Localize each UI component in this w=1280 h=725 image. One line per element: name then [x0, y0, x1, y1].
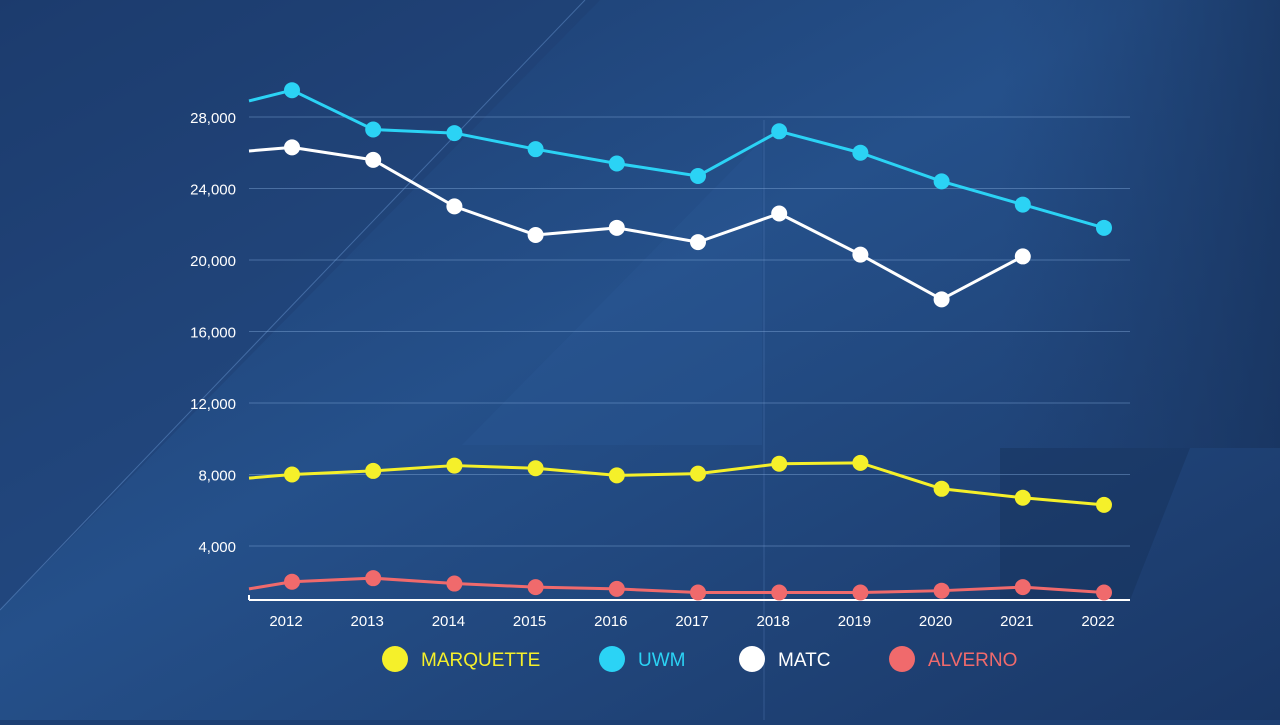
data-point-marquette	[527, 460, 544, 477]
y-tick-label: 8,000	[198, 468, 236, 485]
y-tick-label: 24,000	[190, 182, 236, 199]
legend-label-marquette: MARQUETTE	[421, 650, 540, 671]
data-point-uwm	[527, 141, 544, 158]
data-point-uwm	[852, 144, 869, 161]
series-line-uwm	[248, 88, 1105, 230]
data-point-alverno	[771, 584, 788, 601]
data-point-uwm	[771, 123, 788, 140]
x-tick-label: 2012	[269, 613, 302, 630]
data-point-alverno	[608, 580, 625, 597]
data-point-alverno	[365, 570, 382, 587]
y-tick-label: 4,000	[198, 539, 236, 556]
data-point-alverno	[690, 584, 706, 601]
x-tick-label: 2020	[919, 613, 952, 630]
x-tick-label: 2016	[594, 613, 627, 630]
legend-marker-uwm	[599, 646, 625, 672]
data-point-alverno	[527, 579, 544, 596]
legend-label-alverno: ALVERNO	[928, 650, 1017, 671]
data-point-uwm	[1096, 219, 1112, 236]
legend-marker-matc	[739, 646, 765, 672]
data-point-marquette	[365, 462, 382, 479]
data-point-uwm	[284, 82, 300, 99]
y-tick-label: 20,000	[190, 253, 236, 270]
x-tick-label: 2014	[432, 613, 465, 630]
legend-label-uwm: UWM	[638, 650, 685, 671]
data-point-marquette	[446, 457, 463, 474]
x-tick-label: 2013	[351, 613, 384, 630]
data-point-uwm	[1014, 196, 1031, 213]
background-shape-right	[1000, 448, 1190, 600]
background-shape-center	[462, 140, 762, 445]
x-tick-label: 2018	[757, 613, 790, 630]
series-points	[284, 82, 1112, 601]
x-tick-label: 2019	[838, 613, 871, 630]
series-line-alverno	[248, 576, 1105, 594]
data-point-alverno	[1096, 584, 1112, 601]
data-point-alverno	[446, 575, 463, 592]
data-point-matc	[933, 291, 950, 308]
data-point-matc	[365, 151, 382, 168]
data-point-matc	[284, 139, 300, 156]
data-point-matc	[1014, 248, 1031, 265]
data-point-uwm	[446, 125, 463, 142]
data-point-matc	[446, 198, 463, 215]
x-tick-label: 2021	[1000, 613, 1033, 630]
data-point-alverno	[1014, 579, 1031, 596]
legend-marker-alverno	[889, 646, 915, 672]
legend: MARQUETTE UWM MATC ALVERNO	[382, 646, 1017, 672]
series-line-marquette	[248, 461, 1105, 507]
data-point-uwm	[365, 121, 382, 138]
background-diagonal-line	[0, 0, 586, 611]
data-point-matc	[527, 226, 544, 243]
y-tick-label: 28,000	[190, 110, 236, 127]
y-tick-label: 16,000	[190, 325, 236, 342]
data-point-alverno	[933, 582, 950, 599]
y-tick-label: 12,000	[190, 396, 236, 413]
x-tick-label: 2015	[513, 613, 546, 630]
legend-label-matc: MATC	[778, 650, 830, 671]
data-point-matc	[690, 234, 706, 251]
data-point-marquette	[852, 454, 869, 471]
data-point-matc	[771, 205, 788, 222]
data-point-alverno	[852, 584, 869, 601]
data-point-marquette	[933, 480, 950, 497]
x-tick-label: 2022	[1081, 613, 1114, 630]
data-point-matc	[608, 219, 625, 236]
x-tick-label: 2017	[675, 613, 708, 630]
data-point-marquette	[284, 466, 300, 483]
data-point-marquette	[690, 465, 706, 482]
data-point-marquette	[771, 455, 788, 472]
data-point-matc	[852, 246, 869, 263]
background-shape-left	[0, 0, 600, 610]
data-point-marquette	[1014, 489, 1031, 506]
data-point-marquette	[608, 467, 625, 484]
data-point-marquette	[1096, 496, 1112, 513]
data-point-uwm	[933, 173, 950, 190]
legend-marker-marquette	[382, 646, 408, 672]
grid-layer	[249, 116, 1130, 547]
data-point-alverno	[284, 573, 300, 590]
background-panel-right	[1000, 0, 1280, 448]
data-point-uwm	[608, 155, 625, 172]
data-point-uwm	[690, 167, 706, 184]
axis-layer: 4,000 8,000 12,000 16,000 20,000 24,000 28,000…	[190, 110, 1130, 630]
